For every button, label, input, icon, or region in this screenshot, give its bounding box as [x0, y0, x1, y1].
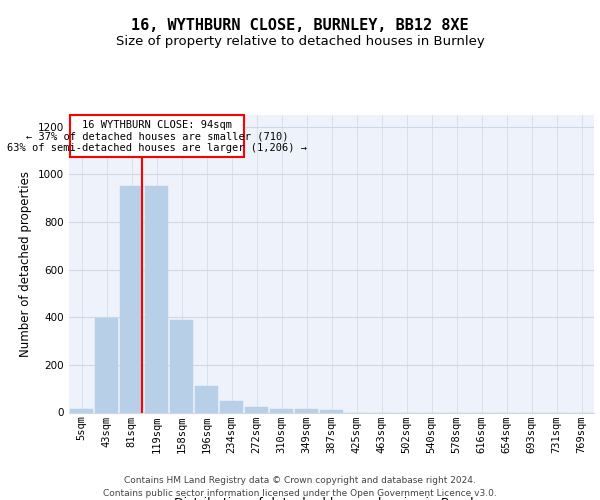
Bar [245, 406, 268, 412]
Text: 16 WYTHBURN CLOSE: 94sqm: 16 WYTHBURN CLOSE: 94sqm [82, 120, 232, 130]
Text: Contains HM Land Registry data © Crown copyright and database right 2024.: Contains HM Land Registry data © Crown c… [124, 476, 476, 485]
Text: Size of property relative to detached houses in Burnley: Size of property relative to detached ho… [116, 35, 484, 48]
Bar [95, 318, 118, 412]
Bar [220, 400, 243, 412]
Bar [295, 409, 318, 412]
Y-axis label: Number of detached properties: Number of detached properties [19, 171, 32, 357]
Bar [320, 410, 343, 412]
X-axis label: Distribution of detached houses by size in Burnley: Distribution of detached houses by size … [174, 497, 489, 500]
Bar [145, 186, 168, 412]
Bar [195, 386, 218, 412]
Text: 63% of semi-detached houses are larger (1,206) →: 63% of semi-detached houses are larger (… [7, 143, 307, 153]
Bar [120, 186, 143, 412]
Text: Contains public sector information licensed under the Open Government Licence v3: Contains public sector information licen… [103, 489, 497, 498]
Text: 16, WYTHBURN CLOSE, BURNLEY, BB12 8XE: 16, WYTHBURN CLOSE, BURNLEY, BB12 8XE [131, 18, 469, 32]
Bar [70, 409, 93, 412]
Bar [70, 115, 244, 156]
Text: ← 37% of detached houses are smaller (710): ← 37% of detached houses are smaller (71… [26, 132, 289, 141]
Bar [270, 409, 293, 412]
Bar [170, 320, 193, 412]
